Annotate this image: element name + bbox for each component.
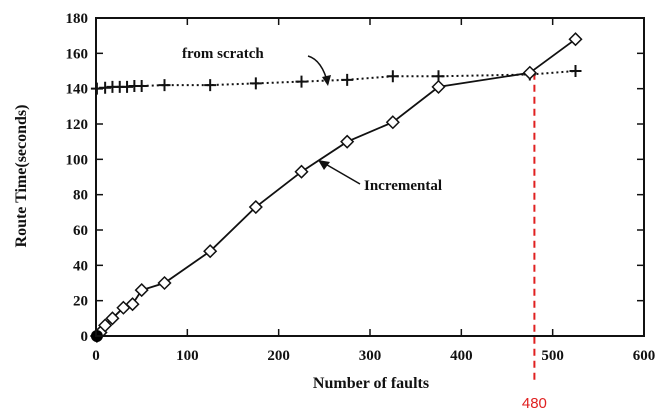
- y-tick-label: 0: [81, 329, 89, 345]
- y-tick-label: 180: [66, 11, 89, 27]
- series-incremental: [89, 32, 583, 344]
- data-point: [105, 311, 120, 326]
- y-tick-label: 140: [66, 82, 89, 98]
- from-scratch-arrowhead: [322, 75, 331, 86]
- data-point: [340, 134, 355, 149]
- y-tick-label: 120: [66, 117, 89, 133]
- series-layer: [89, 32, 583, 344]
- x-tick-label: 100: [176, 348, 199, 364]
- x-tick-label: 600: [633, 348, 656, 364]
- y-tick-label: 100: [66, 152, 89, 168]
- data-point: [568, 32, 583, 47]
- y-tick-label: 20: [73, 294, 88, 310]
- series-line: [96, 70, 576, 90]
- data-point: [295, 75, 308, 88]
- y-axis-title: Route Time(seconds): [13, 105, 30, 248]
- data-point: [294, 164, 309, 179]
- data-point: [203, 244, 218, 259]
- data-point: [386, 70, 399, 83]
- data-point: [204, 79, 217, 92]
- x-axis-ticks: 0 100 200 300 400 500 600: [92, 18, 655, 364]
- data-point: [385, 115, 400, 130]
- y-tick-label: 40: [73, 258, 88, 274]
- from-scratch-label: from scratch: [182, 46, 264, 62]
- series-line: [96, 38, 577, 337]
- x-tick-label: 200: [267, 348, 290, 364]
- data-point: [158, 79, 171, 92]
- y-axis-ticks: 0 20 40 60 80 100 120 140 160 180: [66, 11, 644, 345]
- data-point: [522, 65, 537, 80]
- data-point: [98, 318, 113, 333]
- data-point: [431, 79, 446, 94]
- x-tick-label: 400: [450, 348, 473, 364]
- x-tick-label: 300: [359, 348, 382, 364]
- x-axis-title: Number of faults: [313, 375, 429, 392]
- incremental-arrowhead: [318, 160, 330, 170]
- data-point: [134, 283, 149, 298]
- data-point: [135, 80, 148, 93]
- from-scratch-annotation: from scratch: [182, 46, 331, 86]
- y-tick-label: 80: [73, 188, 88, 204]
- y-tick-label: 160: [66, 46, 89, 62]
- data-point: [248, 199, 263, 215]
- data-point: [249, 77, 262, 90]
- data-point: [341, 73, 354, 86]
- incremental-annotation: Incremental: [318, 160, 442, 194]
- x-tick-label: 500: [541, 348, 564, 364]
- incremental-leader: [321, 161, 361, 185]
- reference-line-layer: 480: [522, 72, 547, 412]
- reference-line-label: 480: [522, 395, 547, 412]
- data-point: [125, 297, 140, 312]
- plot-frame: [95, 17, 645, 337]
- data-point: [569, 65, 582, 77]
- y-tick-label: 60: [73, 223, 88, 239]
- x-tick-label: 0: [92, 348, 100, 364]
- incremental-label: Incremental: [364, 178, 442, 194]
- data-point: [157, 275, 172, 291]
- series-from-scratch: [90, 65, 582, 95]
